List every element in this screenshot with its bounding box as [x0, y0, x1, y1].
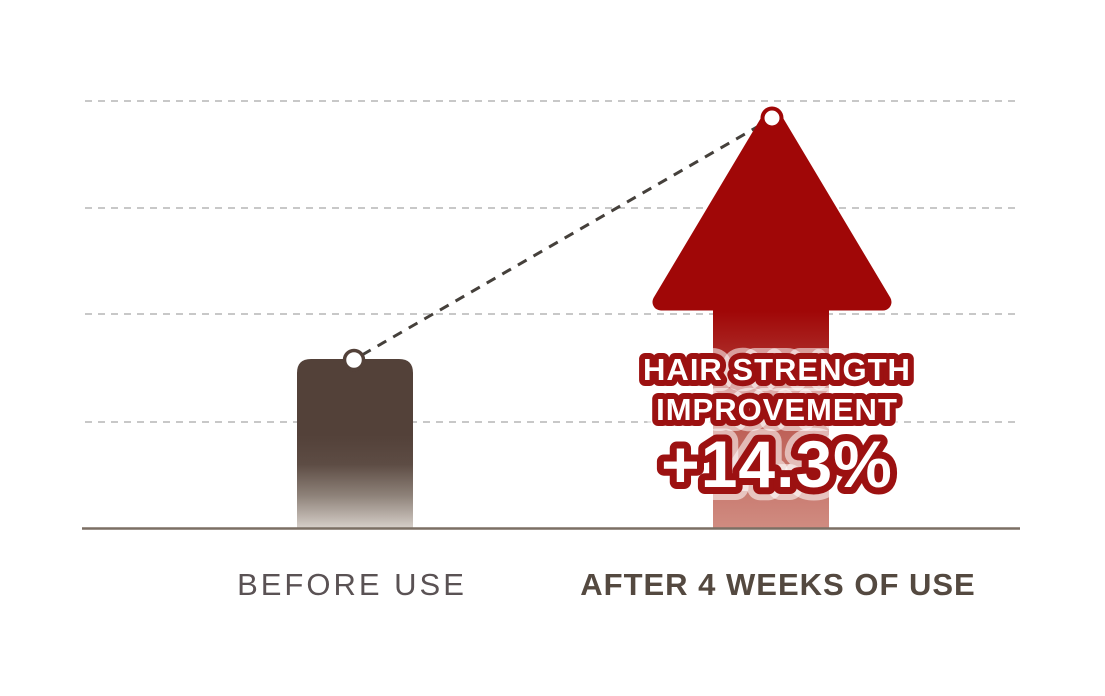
label-before-use: BEFORE USE: [237, 567, 467, 602]
trend-connector-line: [361, 121, 765, 357]
annotation-value: +14.3%: [661, 427, 893, 501]
annotation-value-halo: +14.3%: [661, 427, 893, 501]
annotation-line1: HAIR STRENGTH: [643, 352, 911, 387]
arrow-tip-marker: [760, 106, 784, 130]
improvement-arrow: [652, 107, 892, 529]
annotation-block: HAIR STRENGTH HAIR STRENGTH IMPROVEMENT …: [632, 341, 921, 514]
arrow-shaft: [713, 300, 829, 529]
before-use-bar: [297, 359, 413, 529]
annotation-line2: IMPROVEMENT: [656, 392, 898, 427]
arrow-head: [652, 107, 892, 311]
label-after-use: AFTER 4 WEEKS OF USE: [580, 567, 975, 602]
before-bar-marker: [342, 348, 366, 372]
